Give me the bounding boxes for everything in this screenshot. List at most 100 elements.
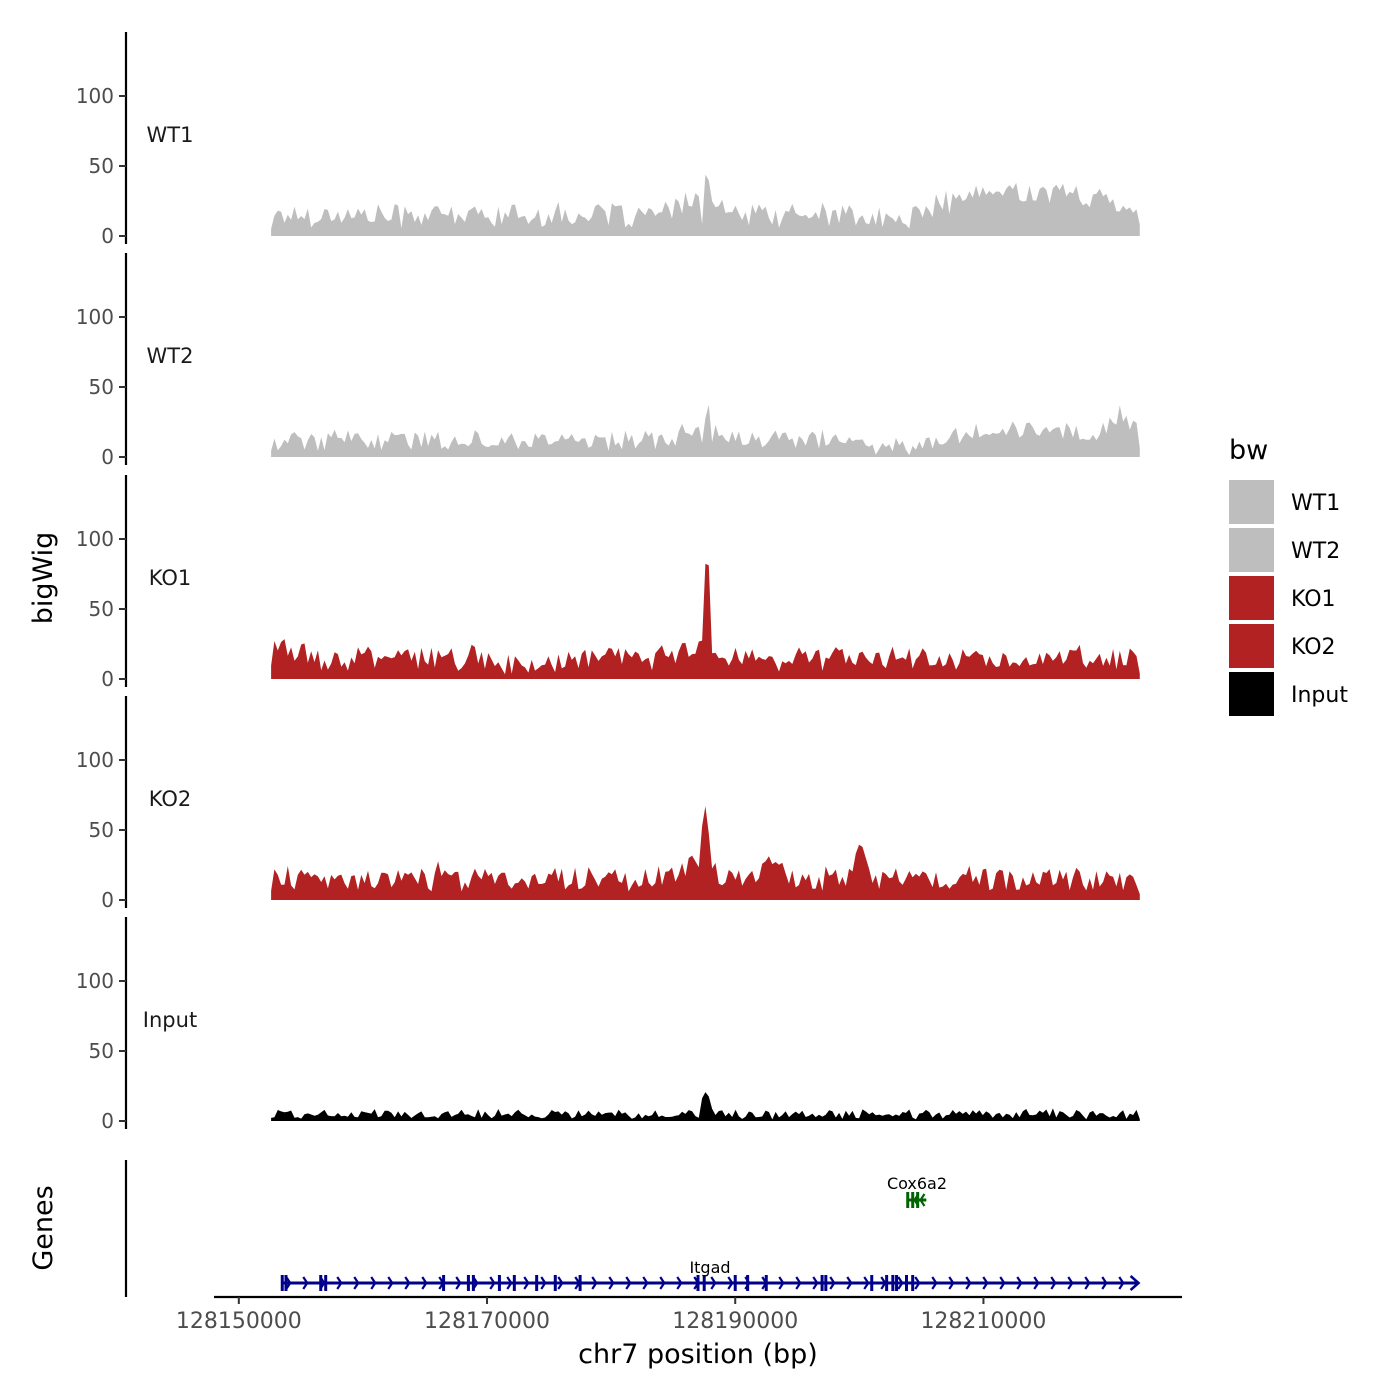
legend-item-wt1: WT1 [1229,480,1340,524]
legend-swatch [1229,480,1274,524]
track-label: KO1 [149,566,192,590]
strand-arrow [897,1276,904,1290]
coverage-tracks: 0 50 100 WT1 0 50 100 WT2 0 50 100 KO1 0 50 100 KO2 0 50 1… [76,32,1140,1133]
strand-arrow [795,1276,802,1290]
strand-arrow [1129,1275,1141,1291]
exon [319,1275,323,1291]
y-tick-label: 100 [76,527,114,551]
strand-arrow [540,1276,547,1290]
gene-cox6a2: Cox6a2 [887,1174,947,1208]
strand-arrow [1101,1276,1108,1290]
strand-arrow [1016,1276,1023,1290]
y-tick-label: 0 [101,888,114,912]
gene-label: Itgad [689,1258,730,1277]
exon [280,1275,284,1291]
exon [497,1275,501,1291]
strand-arrow [557,1276,564,1290]
track-label: Input [143,1008,197,1032]
legend-label: WT1 [1291,491,1340,516]
exon [764,1275,768,1291]
y-axis-title: bigWig [28,532,59,625]
legend-label: KO2 [1291,635,1336,660]
genes-panel: Itgad Cox6a2 [124,1160,1141,1297]
exon [702,1275,706,1291]
strand-arrow [1084,1276,1091,1290]
legend-item-wt2: WT2 [1229,528,1340,572]
strand-arrow [1118,1276,1125,1290]
exon [324,1275,328,1291]
y-tick-label: 0 [101,667,114,691]
legend-label: WT2 [1291,539,1340,564]
strand-arrow [591,1276,598,1290]
coverage-area-input [271,1092,1140,1121]
exon [512,1275,516,1291]
strand-arrow [404,1276,411,1290]
strand-arrow [1067,1276,1074,1290]
exon [906,1192,910,1208]
coverage-area-ko2 [271,806,1140,900]
strand-arrow [948,1276,955,1290]
strand-arrow [285,1276,292,1290]
track-wt2: 0 50 100 WT2 [76,253,1140,469]
strand-arrow [336,1276,343,1290]
strand-arrow [710,1276,717,1290]
exon [466,1275,470,1291]
x-tick-label: 128150000 [176,1309,302,1334]
strand-arrow [982,1276,989,1290]
coverage-area-wt2 [271,404,1140,457]
strand-arrow [489,1276,496,1290]
strand-arrow [625,1276,632,1290]
legend-swatch [1229,576,1274,620]
strand-arrow [1050,1276,1057,1290]
legend-label: Input [1291,683,1348,708]
genes-axis-title: Genes [28,1185,59,1270]
strand-arrow [999,1276,1006,1290]
exon [284,1275,288,1291]
legend-swatch [1229,528,1274,572]
exon [885,1275,889,1291]
strand-arrow [829,1276,836,1290]
track-input: 0 50 100 Input [76,917,1140,1133]
track-label: WT1 [147,123,194,147]
strand-arrow [387,1276,394,1290]
exon [904,1275,908,1291]
legend-swatch [1229,672,1274,716]
strand-arrow [1033,1276,1040,1290]
strand-arrow [353,1276,360,1290]
exon [578,1275,582,1291]
strand-arrow [302,1276,309,1290]
exon [442,1275,446,1291]
strand-arrow [727,1276,734,1290]
exon [820,1275,824,1291]
exon [471,1275,475,1291]
y-tick-label: 50 [89,375,114,399]
strand-arrow [676,1276,683,1290]
exon [911,1192,915,1208]
x-axis: 128150000 128170000 128190000 128210000 [176,1295,1182,1334]
strand-arrow [642,1276,649,1290]
track-ko2: 0 50 100 KO2 [76,696,1140,912]
strand-arrow [931,1276,938,1290]
coverage-area-ko1 [271,563,1140,679]
legend-item-ko1: KO1 [1229,576,1336,620]
coverage-area-wt1 [271,174,1140,236]
exon [895,1275,899,1291]
exon [891,1275,895,1291]
exon [824,1275,828,1291]
y-tick-label: 50 [89,597,114,621]
y-tick-label: 0 [101,224,114,248]
y-tick-label: 100 [76,748,114,772]
exon [870,1275,874,1291]
legend-item-ko2: KO2 [1229,624,1336,668]
x-tick-label: 128170000 [424,1309,550,1334]
exon [733,1275,737,1291]
y-tick-label: 100 [76,305,114,329]
strand-arrow [523,1276,530,1290]
y-tick-label: 50 [89,818,114,842]
strand-arrow [812,1276,819,1290]
exon [916,1192,920,1208]
gene-itgad: Itgad [280,1258,1141,1291]
strand-arrow [455,1276,462,1290]
x-tick-label: 128210000 [920,1309,1046,1334]
